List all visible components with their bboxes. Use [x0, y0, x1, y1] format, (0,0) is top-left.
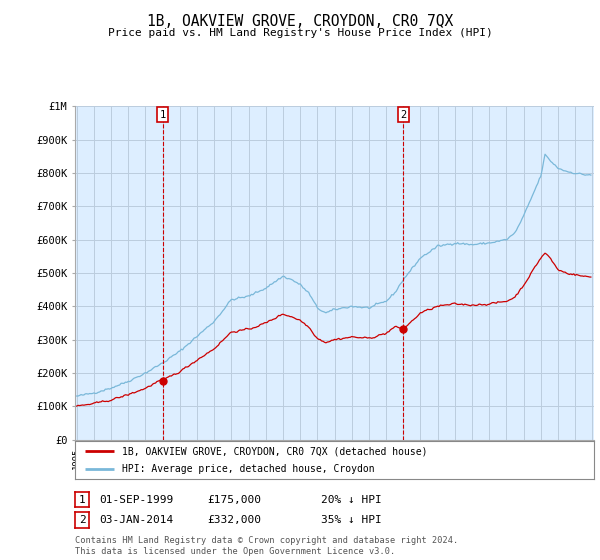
Text: 20% ↓ HPI: 20% ↓ HPI: [321, 494, 382, 505]
Text: 2: 2: [79, 515, 86, 525]
Text: Price paid vs. HM Land Registry's House Price Index (HPI): Price paid vs. HM Land Registry's House …: [107, 28, 493, 38]
Text: 35% ↓ HPI: 35% ↓ HPI: [321, 515, 382, 525]
Text: 03-JAN-2014: 03-JAN-2014: [99, 515, 173, 525]
Text: £175,000: £175,000: [207, 494, 261, 505]
Text: £332,000: £332,000: [207, 515, 261, 525]
Text: 1: 1: [79, 494, 86, 505]
Text: Contains HM Land Registry data © Crown copyright and database right 2024.
This d: Contains HM Land Registry data © Crown c…: [75, 536, 458, 556]
Text: HPI: Average price, detached house, Croydon: HPI: Average price, detached house, Croy…: [122, 464, 374, 474]
Text: 01-SEP-1999: 01-SEP-1999: [99, 494, 173, 505]
Text: 2: 2: [400, 110, 406, 120]
Text: 1B, OAKVIEW GROVE, CROYDON, CR0 7QX (detached house): 1B, OAKVIEW GROVE, CROYDON, CR0 7QX (det…: [122, 446, 427, 456]
Text: 1: 1: [160, 110, 166, 120]
Text: 1B, OAKVIEW GROVE, CROYDON, CR0 7QX: 1B, OAKVIEW GROVE, CROYDON, CR0 7QX: [147, 14, 453, 29]
